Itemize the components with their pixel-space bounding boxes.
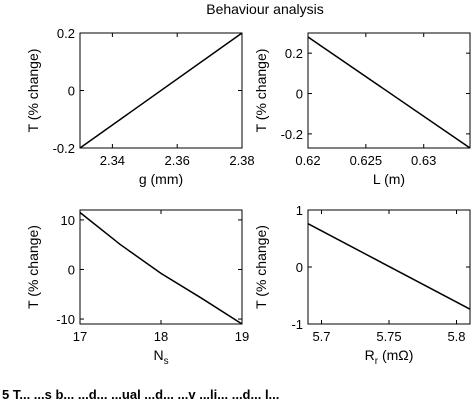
x-tick-label: 2.34 [100, 153, 125, 168]
panels: 2.34 2.36 2.380.20-0.2g (mm)T (% change)0.… [25, 26, 471, 367]
data-line [79, 211, 243, 325]
x-tick-label: 0.63 [411, 153, 436, 168]
axes-frame [79, 209, 243, 325]
y-tick-label: 0 [68, 262, 75, 277]
y-axis-label: T (% change) [25, 49, 41, 133]
x-tick-label: 19 [235, 329, 249, 344]
data-line [307, 223, 471, 310]
y-axis-label: T (% change) [253, 49, 269, 133]
panel-4: 5.7 5.75 5.8 1 0 -1 Rr (mΩ) T (% change) [253, 203, 471, 367]
y-tick-label: 0 [296, 260, 303, 275]
y-tick-label: 1 [296, 203, 303, 218]
x-axis-label: g (mm) [139, 171, 183, 187]
y-tick-label: 0.2 [285, 46, 303, 61]
x-tick-label: 0.62 [295, 153, 320, 168]
x-tick-label: 2.36 [165, 153, 190, 168]
y-tick-label: -10 [56, 312, 75, 327]
x-tick-label: 2.38 [229, 153, 254, 168]
y-axis-label: T (% change) [25, 225, 41, 309]
y-tick-label: 0.2 [57, 26, 75, 41]
y-tick-label: -0.2 [53, 141, 75, 156]
y-tick-label: 10 [61, 213, 75, 228]
x-tick-label: 5.7 [312, 329, 330, 344]
data-line [307, 36, 471, 149]
y-axis-label: T (% change) [253, 225, 269, 309]
y-tick-label: -1 [291, 317, 303, 332]
panel-1: 2.34 2.36 2.38 0.2 0 -0.2 g (mm) T (% change) [25, 26, 255, 187]
x-axis-label: Rr (mΩ) [365, 347, 414, 367]
x-tick-label: 0.625 [350, 153, 383, 168]
x-tick-label: 18 [154, 329, 168, 344]
data-line [79, 32, 243, 149]
x-tick-label: 5.8 [447, 329, 465, 344]
axes-frame [307, 32, 471, 149]
panel-3: 17 18 19 10 0 -10 Ns T (% change) [25, 209, 249, 367]
x-tick-label: 17 [73, 329, 87, 344]
x-axis-label: L (m) [373, 171, 405, 187]
x-tick-label: 5.75 [376, 329, 401, 344]
panel-2: 0.62 0.625 0.63 0.2 0 -0.2 L (m) T (% change) [253, 32, 471, 187]
x-axis-label: Ns [153, 347, 168, 367]
y-tick-label: -0.2 [281, 127, 303, 142]
caption-fragment: 5 T... ...s b... ...d... ...ual ...d... … [2, 387, 279, 401]
y-tick-label: 0 [68, 84, 75, 99]
figure-title: Behaviour analysis [206, 1, 324, 17]
y-tick-label: 0 [296, 87, 303, 102]
